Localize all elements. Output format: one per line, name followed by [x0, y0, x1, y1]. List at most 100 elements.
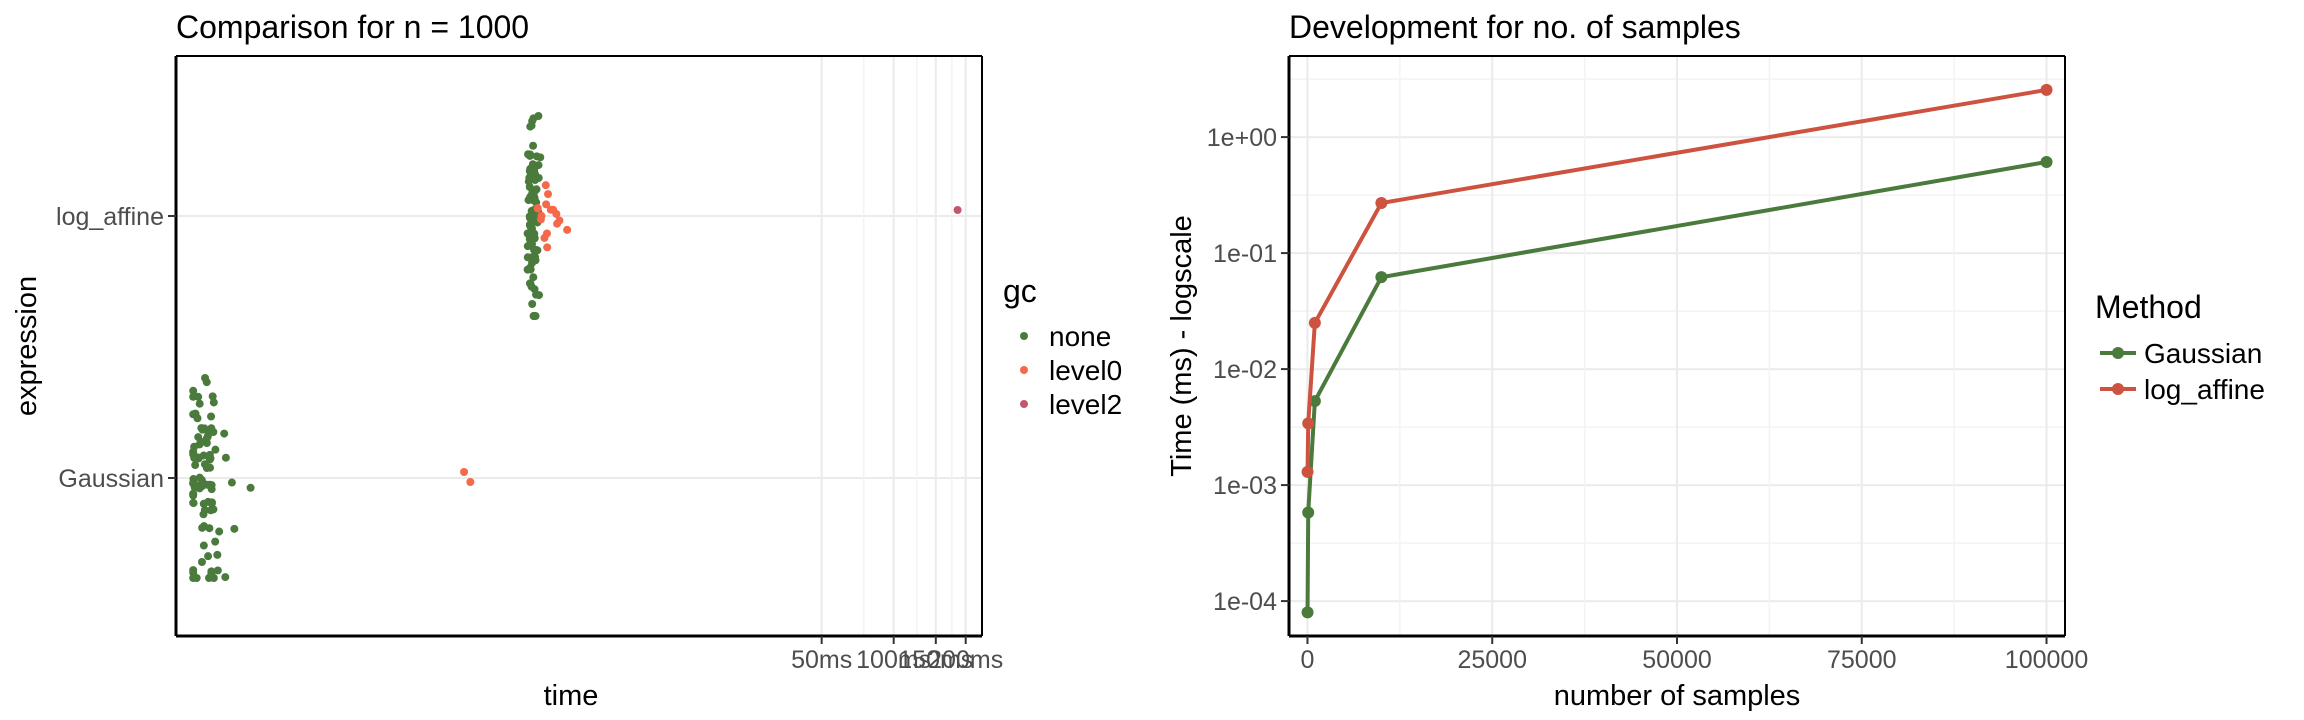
- point-log_affine-level0: [540, 233, 549, 242]
- left-chart-title: Comparison for n = 1000: [176, 9, 529, 45]
- right-x-tick-label: 75000: [1827, 646, 1897, 674]
- point-Gaussian-level0: [466, 478, 475, 486]
- right-x-ticks: 0 25000 50000 75000 100000: [1301, 636, 2088, 674]
- point-Gaussian-none: [189, 448, 198, 457]
- point-Gaussian-none: [211, 445, 220, 454]
- point-Gaussian-none: [205, 450, 214, 459]
- right-gridlines: [1289, 56, 2065, 636]
- point-Gaussian-none: [192, 481, 201, 490]
- point-log_affine-none: [525, 173, 534, 182]
- point-log_affine-none: [534, 112, 543, 120]
- point-Gaussian-level0: [460, 468, 469, 476]
- point-Gaussian-none: [246, 483, 255, 492]
- point-Gaussian-none: [204, 552, 213, 561]
- point-log_affine-none: [531, 186, 540, 195]
- left-y-tick-label: Gaussian: [58, 465, 164, 493]
- right-chart-title: Development for no. of samples: [1289, 9, 1741, 45]
- right-x-tick-label: 50000: [1642, 646, 1712, 674]
- point-Gaussian-none: [207, 424, 216, 433]
- point-log_affine-level0: [541, 181, 550, 190]
- point-log_affine-level0: [553, 219, 562, 228]
- right-x-tick-label: 100000: [2005, 646, 2088, 674]
- left-points: [189, 112, 962, 582]
- point-log_affine-none: [533, 246, 542, 255]
- beeswarm-panel: Comparison for n = 1000 Gaussian log_affi…: [11, 9, 1122, 712]
- right-y-ticks: 1e-04 1e-03 1e-02 1e-01 1e+00: [1207, 124, 1289, 616]
- point-Gaussian-none: [195, 399, 204, 408]
- right-x-tick-label: 0: [1301, 646, 1315, 674]
- point-log_affine-level0: [533, 204, 542, 213]
- point-Gaussian-none: [200, 506, 209, 515]
- point-log_affine-none: [525, 166, 534, 175]
- right-series: [1301, 83, 2053, 619]
- point-log_affine-level2: [953, 206, 962, 214]
- point-log_affine-none: [528, 117, 537, 126]
- legend-key-level2: [1020, 400, 1028, 408]
- right-y-tick-label: 1e-03: [1213, 472, 1277, 500]
- point-Gaussian-none: [192, 574, 201, 582]
- point-Gaussian-none: [199, 499, 208, 508]
- point-log_affine-none: [529, 273, 538, 282]
- point-log_affine-none: [530, 229, 539, 238]
- point-Gaussian-none: [208, 392, 217, 401]
- point-Gaussian-none: [190, 453, 199, 462]
- point-log_affine-none: [528, 240, 537, 249]
- point-log_affine-level0: [543, 243, 552, 252]
- left-y-tick-label: log_affine: [56, 203, 164, 231]
- point-log_affine-none: [523, 253, 532, 262]
- left-x-tick-label: 100ms: [856, 646, 931, 674]
- method-legend: Method Gaussian log_affine: [2095, 289, 2265, 405]
- point-log_affine-level0: [563, 225, 572, 234]
- point-Gaussian-none: [189, 489, 198, 498]
- right-x-axis-title: number of samples: [1554, 680, 1801, 712]
- left-x-tick-label: 50ms: [791, 646, 852, 674]
- left-gridlines: [176, 56, 982, 636]
- method-legend-items: Gaussian log_affine: [2100, 338, 2265, 405]
- right-y-axis-title: Time (ms) - logscale: [1166, 215, 1198, 477]
- right-y-tick-label: 1e-01: [1213, 240, 1277, 268]
- point-log_affine-none: [531, 253, 540, 262]
- point-log_affine-none: [526, 279, 535, 288]
- point-Gaussian-none: [213, 550, 222, 559]
- point-Gaussian-none: [202, 434, 211, 443]
- series-point-log_affine: [2040, 83, 2053, 96]
- legend-key-log_affine: [2112, 383, 2124, 395]
- point-Gaussian-none: [198, 478, 207, 487]
- point-Gaussian-none: [189, 392, 198, 401]
- legend-label-level0: level0: [1049, 355, 1122, 386]
- point-Gaussian-none: [205, 574, 214, 582]
- point-Gaussian-none: [202, 378, 211, 387]
- legend-key-Gaussian: [2112, 347, 2124, 359]
- method-legend-title: Method: [2095, 289, 2202, 325]
- point-Gaussian-none: [207, 498, 216, 507]
- point-log_affine-none: [528, 299, 537, 308]
- series-point-log_affine: [1302, 417, 1315, 430]
- legend-label-none: none: [1049, 321, 1111, 352]
- legend-key-none: [1020, 332, 1028, 340]
- point-Gaussian-none: [199, 541, 208, 550]
- point-Gaussian-none: [209, 398, 218, 407]
- point-log_affine-none: [530, 193, 539, 202]
- point-Gaussian-none: [197, 557, 206, 566]
- point-Gaussian-none: [189, 386, 198, 395]
- gc-legend-title: gc: [1003, 273, 1037, 309]
- line-panel: Development for no. of samples 1e-04 1e-0…: [1166, 9, 2265, 712]
- point-Gaussian-none: [189, 410, 198, 419]
- point-Gaussian-none: [206, 506, 215, 515]
- point-Gaussian-none: [221, 453, 230, 462]
- series-point-Gaussian: [1301, 606, 1314, 619]
- point-log_affine-none: [531, 290, 540, 299]
- point-Gaussian-none: [198, 425, 207, 434]
- point-Gaussian-none: [207, 485, 216, 494]
- series-point-log_affine: [1301, 465, 1314, 478]
- point-log_affine-none: [529, 312, 538, 320]
- right-y-tick-label: 1e-04: [1213, 588, 1277, 616]
- series-point-log_affine: [1308, 316, 1321, 329]
- point-Gaussian-none: [198, 523, 207, 532]
- point-log_affine-none: [532, 152, 541, 161]
- series-point-Gaussian: [1375, 271, 1388, 284]
- point-log_affine-none: [526, 222, 535, 231]
